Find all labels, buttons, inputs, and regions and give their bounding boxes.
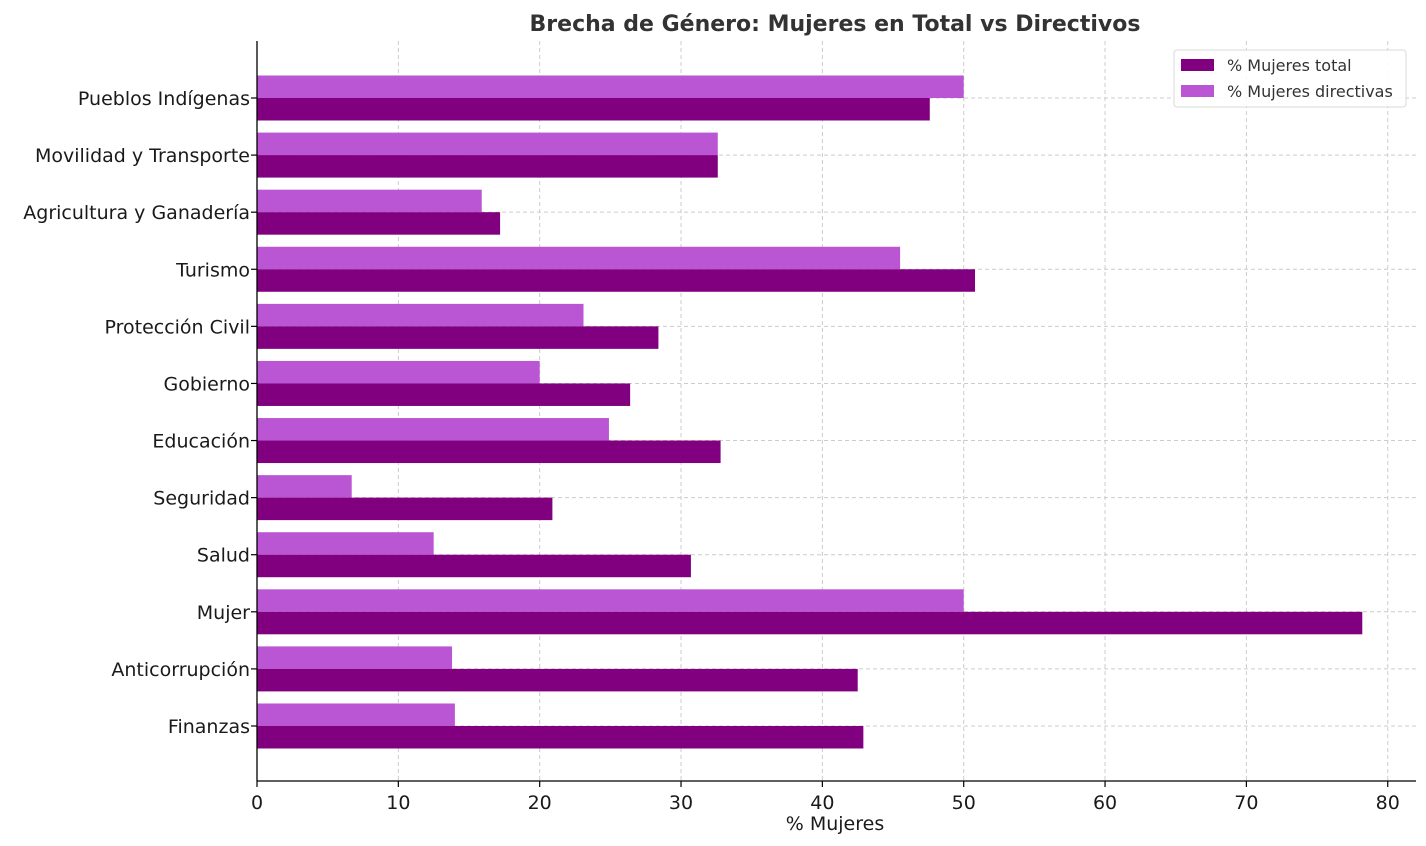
x-axis-title: % Mujeres [786, 813, 884, 835]
category-label: Pueblos Indígenas [78, 88, 250, 110]
bar-total [257, 98, 930, 121]
x-tick-label: 20 [528, 792, 552, 814]
x-tick-labels: 0 10 20 30 40 50 60 70 80 [251, 781, 1400, 814]
bar-total [257, 497, 553, 521]
bar-directivas [257, 189, 482, 213]
bar-directivas [257, 589, 964, 612]
bar-total [257, 668, 858, 692]
x-tick-label: 30 [669, 792, 693, 814]
category-label: Seguridad [153, 488, 250, 510]
bar-total [257, 554, 691, 578]
bar-total [257, 725, 864, 749]
bar-directivas [257, 75, 964, 98]
bar-total [257, 326, 659, 349]
bar-directivas [257, 132, 718, 156]
x-tick-label: 10 [386, 792, 410, 814]
category-label: Anticorrupción [111, 659, 250, 681]
x-tick-label: 60 [1093, 792, 1117, 814]
category-label: Gobierno [163, 373, 250, 395]
bar-directivas [257, 303, 584, 327]
legend-label: % Mujeres total [1227, 56, 1352, 75]
bar-total [257, 155, 718, 178]
legend-swatch [1181, 85, 1214, 97]
legend-box [1173, 49, 1407, 108]
bar-directivas [257, 246, 901, 270]
x-tick-label: 40 [810, 792, 834, 814]
x-tick-label: 70 [1234, 792, 1258, 814]
bar-total [257, 383, 631, 406]
category-label: Educación [152, 431, 250, 453]
legend: % Mujeres total % Mujeres directivas [1173, 49, 1407, 108]
bar-total [257, 611, 1363, 635]
bar-directivas [257, 418, 609, 441]
x-tick-label: 50 [952, 792, 976, 814]
bar-total [257, 212, 501, 235]
bar-total [257, 440, 721, 464]
bar-directivas [257, 703, 455, 726]
bar-directivas [257, 646, 453, 669]
legend-swatch [1181, 59, 1214, 71]
category-label: Agricultura y Ganadería [23, 202, 250, 224]
bar-directivas [257, 532, 434, 555]
category-label: Movilidad y Transporte [35, 145, 250, 167]
category-label: Finanzas [168, 716, 250, 738]
bar-total [257, 269, 976, 292]
x-tick-label: 80 [1376, 792, 1400, 814]
chart-title: Brecha de Género: Mujeres en Total vs Di… [530, 12, 1141, 37]
legend-label: % Mujeres directivas [1227, 82, 1393, 101]
x-tick-label: 0 [251, 792, 263, 814]
bar-directivas [257, 360, 540, 384]
category-label: Salud [197, 545, 250, 567]
bars [257, 75, 1363, 749]
category-label: Turismo [175, 259, 250, 281]
category-label: Protección Civil [104, 316, 250, 338]
bar-directivas [257, 475, 352, 498]
category-label: Mujer [197, 602, 250, 624]
category-labels: Pueblos Indígenas Movilidad y Transporte A… [23, 88, 257, 738]
